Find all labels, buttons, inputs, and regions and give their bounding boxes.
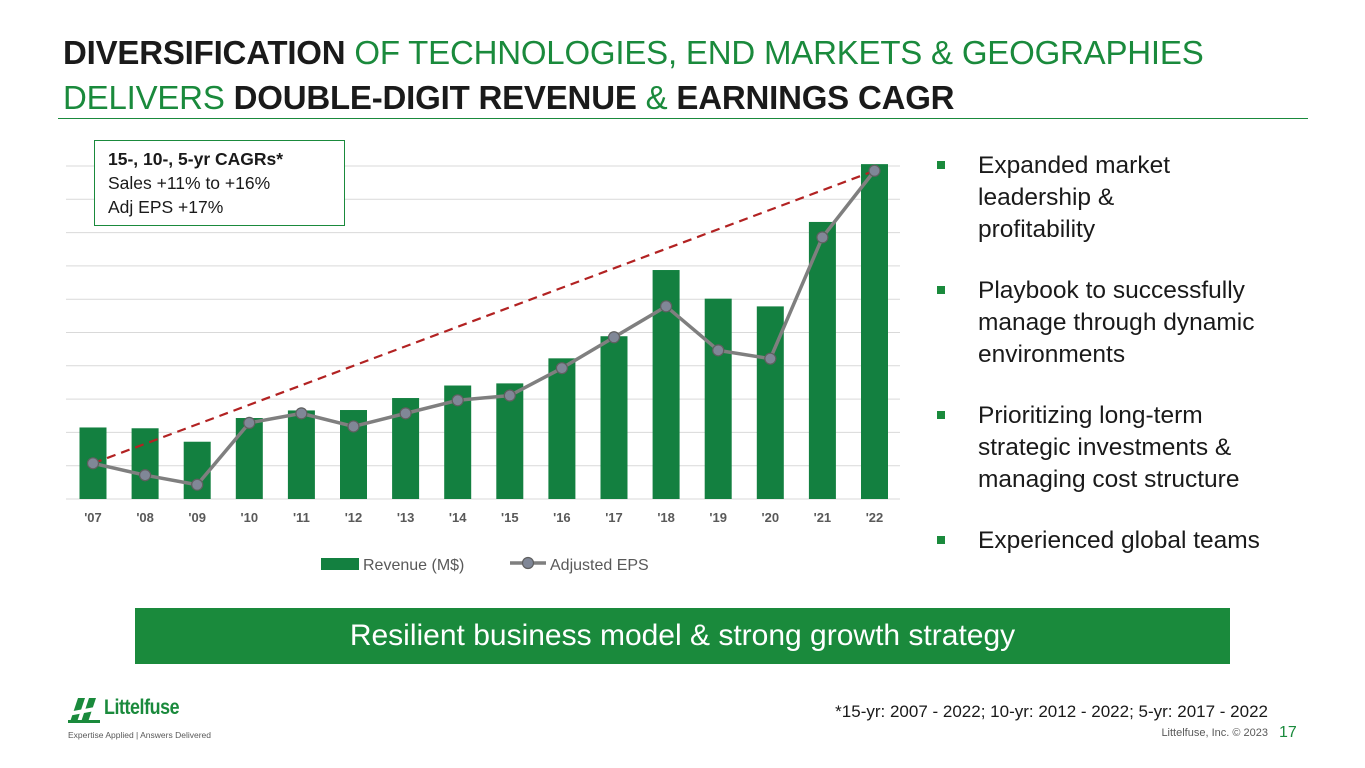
cagr-trendline-segment [92,169,875,465]
eps-point [607,331,621,344]
x-tick-label: '20 [762,510,780,525]
bullet-square-icon [937,286,945,294]
revenue-bar [496,383,524,499]
cagr-trendline [92,169,875,465]
bullet-item: Experienced global teams [937,525,1357,557]
cagr-footnote: *15-yr: 2007 - 2022; 10-yr: 2012 - 2022;… [835,702,1268,721]
logo-tagline: Expertise Applied | Answers Delivered [68,730,212,740]
revenue-bar [861,164,888,499]
eps-point [191,478,204,491]
bullet-item: Expanded market leadership & profitabili… [937,150,1228,246]
revenue-bar [235,418,263,499]
x-tick-label: '12 [345,510,363,525]
eps-point [816,231,829,244]
eps-point [451,394,464,407]
title-line-2: DELIVERS DOUBLE-DIGIT REVENUE & EARNINGS… [63,79,955,116]
eps-point [555,362,569,375]
x-tick-label: '18 [657,510,675,525]
x-tick-label: '07 [84,510,102,525]
cagr-callout-eps: Adj EPS +17% [108,197,224,217]
eps-point [712,344,725,357]
strategy-banner: Resilient business model & strong growth… [135,608,1230,664]
legend-eps-marker [521,556,535,570]
cagr-callout-sales: Sales +11% to +16% [108,173,271,193]
bullet-item: Playbook to successfully manage through … [937,275,1298,371]
littelfuse-mark-icon [68,698,100,723]
x-tick-label: '16 [553,510,571,525]
x-tick-label: '15 [501,510,519,525]
bullet-square-icon [937,536,945,544]
revenue-bar [808,221,836,499]
eps-point [86,457,100,470]
legend-eps-label: Adjusted EPS [550,557,649,574]
bullet-square-icon [937,411,945,419]
revenue-bar [548,358,576,499]
littelfuse-logo: Littelfuse Expertise Applied | Answers D… [68,696,238,746]
x-tick-label: '13 [397,510,415,525]
x-tick-label: '10 [241,510,259,525]
eps-point [295,407,308,420]
x-tick-label: '08 [136,510,154,525]
revenue-bar [287,410,315,499]
copyright: Littelfuse, Inc. © 2023 [1161,727,1268,739]
cagr-callout: 15-, 10-, 5-yr CAGRs* Sales +11% to +16%… [94,140,345,226]
eps-point [659,300,673,313]
x-tick-label: '17 [605,510,623,525]
page-number: 17 [1279,724,1297,741]
x-axis-ticks: '07 '08 '09 '10 '11 '12 '13 '14 '15 '16 '17 '18 '19 '… [84,510,883,525]
eps-line-path [92,169,876,487]
title-line-1: DIVERSIFICATION OF TECHNOLOGIES, END MAR… [63,34,1204,71]
cagr-callout-heading: 15-, 10-, 5-yr CAGRs* [108,149,284,169]
eps-line [86,164,881,491]
eps-point [243,416,256,429]
x-tick-label: '21 [814,510,832,525]
legend-revenue-swatch [321,558,359,570]
logo-wordmark: Littelfuse [104,696,180,719]
chart-legend: Revenue (M$) Adjusted EPS [321,556,649,574]
eps-point [139,469,152,482]
eps-point [764,352,777,365]
eps-point [868,164,881,177]
eps-point [399,407,412,420]
revenue-bar [600,336,628,499]
bullet-square-icon [937,161,945,169]
revenue-bar [704,298,732,499]
x-tick-label: '19 [709,510,727,525]
key-points-list: Expanded market leadership & profitabili… [937,150,1357,586]
bullet-item: Prioritizing long-term strategic investm… [937,400,1298,496]
x-tick-label: '11 [293,510,310,525]
revenue-bar [131,428,159,499]
x-tick-label: '14 [449,510,467,525]
revenue-eps-chart: '07 '08 '09 '10 '11 '12 '13 '14 '15 '16 '17 '18 '19 '… [66,164,900,574]
eps-point [347,420,360,433]
x-tick-label: '09 [188,510,206,525]
page-title: DIVERSIFICATION OF TECHNOLOGIES, END MAR… [63,30,1343,120]
legend-revenue-label: Revenue (M$) [363,557,464,574]
eps-point [503,389,516,402]
title-divider [58,118,1308,119]
x-tick-label: '22 [866,510,884,525]
